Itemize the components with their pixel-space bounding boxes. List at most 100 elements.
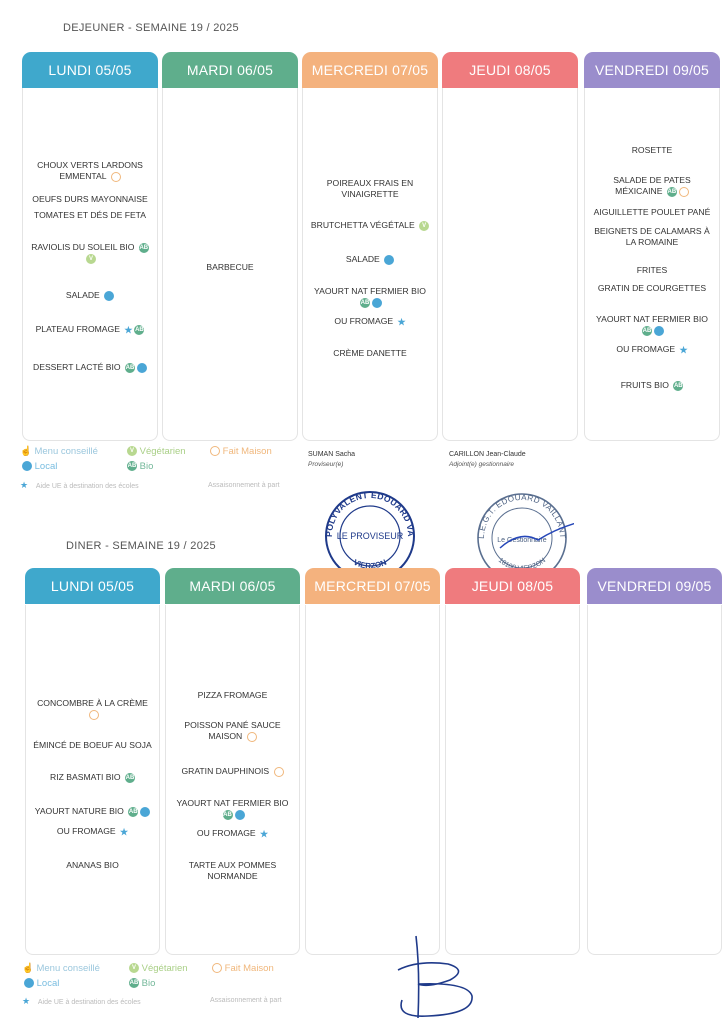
legend-bio: AB Bio xyxy=(127,461,154,472)
legend-menu-conseille: ☝ Menu conseillé xyxy=(20,446,98,457)
menu-item-text: PIZZA FROMAGE xyxy=(197,690,268,700)
menu-item: OEUFS DURS MAYONNAISE xyxy=(22,194,158,205)
menu-item-text: YAOURT NAT FERMIER BIO xyxy=(176,798,289,808)
local-icon xyxy=(372,297,382,308)
homemade-icon xyxy=(273,766,284,777)
menu-item-text: GRATIN DE COURGETTES xyxy=(597,283,707,293)
eu-aid-icon: ★ xyxy=(260,828,269,839)
bio-icon: AB xyxy=(134,324,145,335)
handwritten-signature xyxy=(397,935,473,1019)
menu-item-text: POIREAUX FRAIS EN VINAIGRETTE xyxy=(326,178,414,199)
legend-vegetarien: V Végétarien xyxy=(127,963,188,974)
lunch-day-column xyxy=(442,88,578,441)
dinner-day-header: JEUDI 08/05 xyxy=(445,568,580,604)
menu-item: ROSETTE xyxy=(584,145,720,156)
legend-menu-conseille: ☝ Menu conseillé xyxy=(22,963,100,974)
dinner-day-column xyxy=(445,605,580,955)
proviseur-name: SUMAN Sacha xyxy=(308,451,356,458)
menu-item: CONCOMBRE À LA CRÈME xyxy=(25,698,160,720)
menu-item: BARBECUE xyxy=(162,262,298,273)
menu-item: DESSERT LACTÉ BIO AB xyxy=(22,362,158,373)
menu-item: BEIGNETS DE CALAMARS À LA ROMAINE xyxy=(584,226,720,248)
dinner-day-column xyxy=(165,605,300,955)
local-icon xyxy=(140,806,151,817)
menu-item: POIREAUX FRAIS EN VINAIGRETTE xyxy=(302,178,438,200)
dinner-day-header: VENDREDI 09/05 xyxy=(587,568,722,604)
local-icon xyxy=(22,461,32,472)
eu-aid-icon: ★ xyxy=(20,480,29,490)
vegetarian-icon: V xyxy=(127,446,137,457)
proviseur-stamp: LYCEE POLYVALENT EDOUARD VAILLANT VIERZO… xyxy=(318,484,416,581)
bio-icon: AB xyxy=(124,362,135,373)
menu-item-text: SALADE xyxy=(345,254,380,264)
local-icon xyxy=(24,978,34,989)
menu-item-text: DESSERT LACTÉ BIO xyxy=(33,362,121,372)
menu-item-badges: AB xyxy=(121,362,147,373)
menu-item-badges: AB xyxy=(358,297,382,308)
lunch-day-header: VENDREDI 09/05 xyxy=(584,52,720,88)
homemade-icon xyxy=(210,446,220,457)
menu-item: OU FROMAGE ★ xyxy=(584,344,720,355)
lunch-day-column xyxy=(302,88,438,441)
menu-item-text: PLATEAU FROMAGE xyxy=(35,324,120,334)
eu-aid-icon: ★ xyxy=(22,996,31,1006)
menu-item: RIZ BASMATI BIO AB xyxy=(25,772,160,783)
menu-item-badges: V xyxy=(415,220,430,231)
menu-item-text: SALADE xyxy=(65,290,100,300)
menu-item: ANANAS BIO xyxy=(25,860,160,871)
menu-item-text: BARBECUE xyxy=(206,262,254,272)
svg-text:VIERZON: VIERZON xyxy=(352,558,388,571)
menu-item-badges xyxy=(87,709,99,720)
menu-item: ÉMINCÉ DE BOEUF AU SOJA xyxy=(25,740,160,751)
menu-item-text: OEUFS DURS MAYONNAISE xyxy=(32,194,148,204)
gestionnaire-name: CARILLON Jean-Claude xyxy=(449,451,526,458)
menu-item-badges: AB xyxy=(121,772,135,783)
menu-item-badges: ★ xyxy=(116,826,128,837)
menu-item: YAOURT NAT FERMIER BIO AB xyxy=(165,798,300,820)
bio-icon: AB xyxy=(222,809,233,820)
menu-item-text: YAOURT NAT FERMIER BIO xyxy=(596,314,708,324)
stamp1-center-text: LE PROVISEUR xyxy=(337,531,404,541)
menu-item-text: CONCOMBRE À LA CRÈME xyxy=(37,698,148,708)
legend-aide-ue: ★ Aide UE à destination des écoles xyxy=(22,996,141,1006)
menu-item: POISSON PANÉ SAUCE MAISON xyxy=(165,720,300,742)
eu-aid-icon: ★ xyxy=(679,344,688,355)
bio-icon: AB xyxy=(642,325,652,336)
menu-item: YAOURT NAT FERMIER BIO AB xyxy=(584,314,720,336)
legend-bio: AB Bio xyxy=(129,978,156,989)
menu-item-text: ÉMINCÉ DE BOEUF AU SOJA xyxy=(33,740,152,750)
menu-item-text: OU FROMAGE xyxy=(56,826,116,836)
bio-icon: AB xyxy=(129,978,139,989)
bio-icon: AB xyxy=(138,242,149,253)
menu-item-badges: ★ AB xyxy=(120,324,145,335)
homemade-icon xyxy=(246,731,257,742)
menu-item: PLATEAU FROMAGE ★ AB xyxy=(22,324,158,335)
proviseur-signature-block: SUMAN Sacha Proviseur(e) xyxy=(308,451,355,468)
menu-item-badges: AB xyxy=(221,809,245,820)
dinner-day-header: MARDI 06/05 xyxy=(165,568,300,604)
menu-item-badges xyxy=(100,290,115,301)
menu-item: TARTE AUX POMMES NORMANDE xyxy=(165,860,300,882)
lunch-day-header: MARDI 06/05 xyxy=(162,52,298,88)
menu-item: AIGUILLETTE POULET PANÉ xyxy=(584,207,720,218)
menu-item-text: YAOURT NATURE BIO xyxy=(34,806,124,816)
homemade-icon xyxy=(678,186,689,197)
gestionnaire-signature-block: CARILLON Jean-Claude Adjoint(e) gestionn… xyxy=(449,451,526,468)
menu-item: YAOURT NATURE BIO AB xyxy=(25,806,160,817)
menu-item-badges: ★ xyxy=(256,828,269,839)
menu-item: OU FROMAGE ★ xyxy=(302,316,438,327)
homemade-icon xyxy=(110,171,121,182)
dinner-day-header: LUNDI 05/05 xyxy=(25,568,160,604)
menu-item-text: BEIGNETS DE CALAMARS À LA ROMAINE xyxy=(594,226,710,247)
eu-aid-icon: ★ xyxy=(397,316,406,327)
local-icon xyxy=(384,254,395,265)
menu-item: SALADE DE PATES MÉXICAINE AB xyxy=(584,175,720,197)
legend-fait-maison: Fait Maison xyxy=(210,963,274,974)
menu-item: GRATIN DAUPHINOIS xyxy=(165,766,300,777)
stamp1-bottom-text: VIERZON xyxy=(352,558,388,571)
homemade-icon xyxy=(212,963,222,974)
menu-item-badges: AB xyxy=(640,325,664,336)
bio-icon: AB xyxy=(673,380,684,391)
menu-item: SALADE xyxy=(302,254,438,265)
dinner-section-title: DINER - SEMAINE 19 / 2025 xyxy=(66,540,216,552)
